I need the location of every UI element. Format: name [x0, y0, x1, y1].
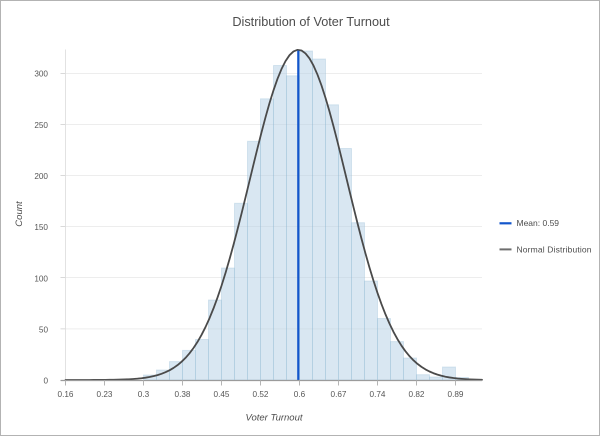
svg-text:0.82: 0.82 [409, 390, 425, 399]
svg-text:200: 200 [34, 172, 48, 181]
svg-text:0.16: 0.16 [58, 390, 74, 399]
svg-text:100: 100 [34, 274, 48, 283]
svg-text:Distribution of Voter Turnout: Distribution of Voter Turnout [232, 15, 390, 29]
svg-text:0.52: 0.52 [253, 390, 269, 399]
svg-text:0.38: 0.38 [175, 390, 191, 399]
svg-text:Voter Turnout: Voter Turnout [245, 412, 302, 423]
svg-text:Mean: 0.59: Mean: 0.59 [517, 218, 560, 228]
svg-text:0.3: 0.3 [138, 390, 150, 399]
svg-text:0.6: 0.6 [294, 390, 306, 399]
svg-text:0: 0 [43, 377, 48, 386]
svg-text:Count: Count [14, 201, 25, 227]
svg-text:300: 300 [34, 70, 48, 79]
svg-text:0.23: 0.23 [97, 390, 113, 399]
svg-text:Normal Distribution: Normal Distribution [517, 244, 592, 254]
svg-text:0.89: 0.89 [448, 390, 464, 399]
svg-text:0.45: 0.45 [214, 390, 230, 399]
svg-text:150: 150 [34, 223, 48, 232]
svg-text:250: 250 [34, 121, 48, 130]
svg-text:0.74: 0.74 [370, 390, 386, 399]
svg-text:0.67: 0.67 [331, 390, 347, 399]
svg-text:50: 50 [39, 325, 49, 334]
